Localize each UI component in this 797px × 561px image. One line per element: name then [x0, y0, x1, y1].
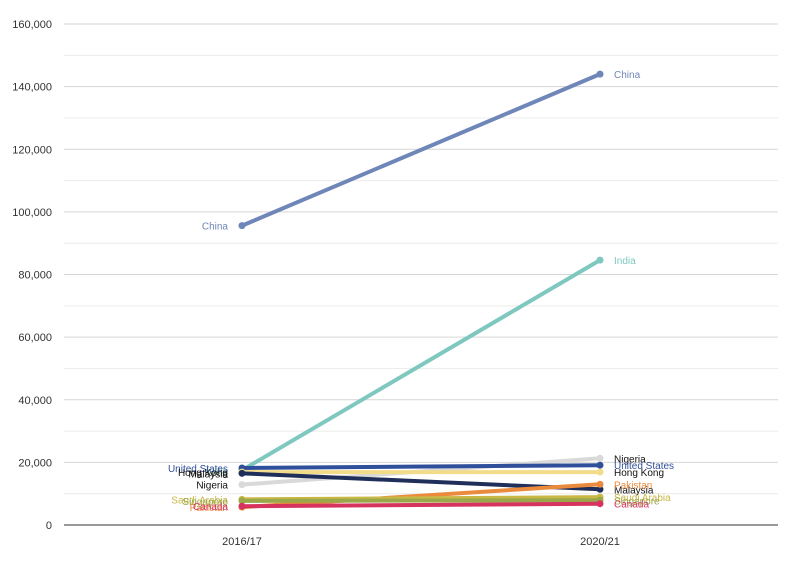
y-tick-label: 80,000 — [18, 270, 52, 282]
data-point — [596, 500, 604, 508]
series-line — [240, 463, 602, 471]
series-line — [240, 72, 602, 228]
y-tick-label: 0 — [46, 520, 52, 532]
data-point — [238, 481, 246, 489]
data-point — [238, 222, 246, 230]
series-label-left: Hong Kong — [178, 468, 228, 479]
data-point — [596, 485, 604, 493]
series-label-right: United States — [614, 461, 674, 472]
y-tick-label: 140,000 — [12, 82, 52, 94]
series-label-right: Singapore — [614, 496, 660, 507]
series-line — [240, 501, 602, 509]
data-point — [596, 461, 604, 469]
data-point — [596, 480, 604, 488]
data-point — [238, 469, 246, 477]
series-label-right: Canada — [614, 500, 649, 511]
series-label-right: Nigeria — [614, 454, 646, 465]
series-label-right: India — [614, 256, 636, 267]
y-tick-label: 120,000 — [12, 144, 52, 156]
gridlines — [64, 23, 778, 495]
series-lines — [238, 70, 604, 511]
series-label-right: Saudi Arabia — [614, 493, 671, 504]
y-tick-label: 20,000 — [18, 457, 52, 469]
series-label-left: Malaysia — [189, 469, 229, 480]
series-label-right: Hong Kong — [614, 468, 664, 479]
x-tick-label: 2020/21 — [580, 536, 620, 548]
data-point — [238, 497, 246, 505]
series-label-left: Nigeria — [196, 481, 228, 492]
series-label-left: Saudi Arabia — [171, 495, 228, 506]
series-label-left: Pakistan — [190, 503, 228, 514]
series-label-left: India — [206, 466, 228, 477]
series-label-right: Pakistan — [614, 480, 652, 491]
y-tick-label: 160,000 — [12, 19, 52, 31]
series-line — [240, 498, 602, 503]
series-label-left: Singapore — [182, 497, 228, 508]
data-point — [596, 454, 604, 462]
x-tick-label: 2016/17 — [222, 536, 262, 548]
data-point — [596, 70, 604, 78]
series-label-left: Canada — [193, 502, 228, 513]
series-line — [240, 482, 602, 510]
y-tick-label: 60,000 — [18, 332, 52, 344]
data-point — [596, 256, 604, 264]
series-labels: ChinaChinaIndiaIndiaNigeriaNigeriaUnited… — [168, 70, 674, 514]
series-label-left: United States — [168, 464, 228, 475]
series-label-right: Malaysia — [614, 485, 654, 496]
y-tick-label: 40,000 — [18, 395, 52, 407]
y-tick-label: 100,000 — [12, 207, 52, 219]
data-point — [238, 502, 246, 510]
axes: 0 20,000 40,000 60,000 80,000 100,000 120,000 1… — [12, 19, 778, 548]
series-label-right: China — [614, 70, 641, 81]
data-point — [596, 468, 604, 476]
series-label-left: China — [202, 222, 229, 233]
series-line — [240, 258, 602, 473]
